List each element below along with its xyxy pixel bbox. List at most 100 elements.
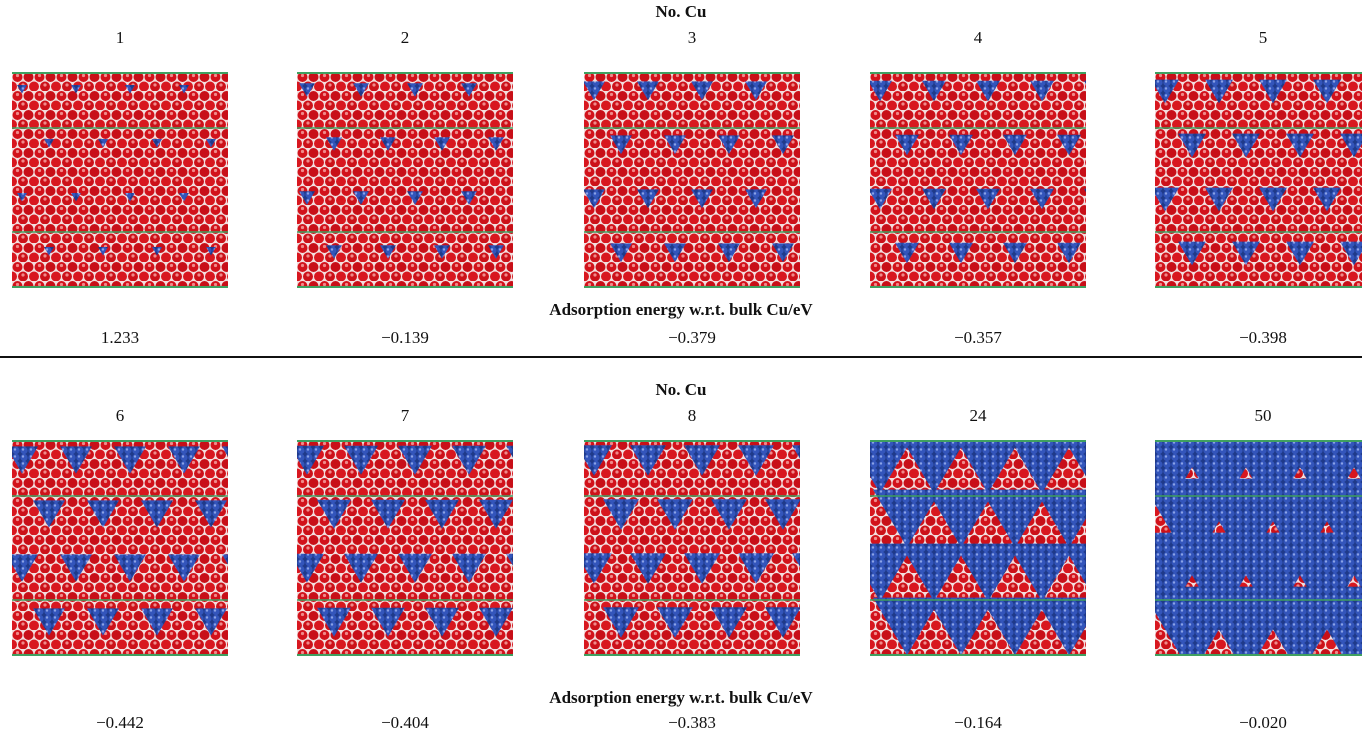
cu-cluster: [1286, 241, 1314, 266]
cu-cluster: [981, 489, 1049, 548]
structure-image: [297, 440, 513, 656]
atom-lattice: [870, 72, 1086, 288]
adsorption-energy: −0.357: [954, 328, 1002, 347]
cu-cluster: [33, 608, 65, 636]
cu-cluster: [718, 135, 740, 155]
cu-cluster: [60, 554, 92, 582]
cu-cluster: [870, 543, 914, 602]
adsorption-energy: −0.164: [954, 713, 1002, 732]
cu-cluster: [976, 80, 1000, 102]
cu-cluster: [1259, 187, 1287, 212]
cu-cluster: [452, 553, 486, 583]
cu-cluster: [1313, 187, 1341, 212]
cu-count: 5: [1258, 28, 1268, 47]
cu-cluster: [17, 85, 27, 94]
cu-cluster: [1232, 133, 1260, 158]
cu-cluster: [152, 139, 162, 148]
cu-count: 7: [400, 406, 410, 425]
cu-cluster: [299, 191, 315, 205]
structure-image: [870, 72, 1086, 288]
cu-cluster: [922, 80, 946, 102]
cu-cluster: [691, 81, 713, 101]
cu-cluster: [12, 446, 38, 474]
cu-cluster: [71, 193, 81, 202]
cu-cluster: [380, 245, 396, 259]
divider: [0, 356, 1362, 358]
cu-cluster: [603, 607, 639, 638]
cu-cluster: [168, 446, 200, 474]
cu-cluster: [297, 445, 324, 475]
cu-cluster: [745, 81, 767, 101]
column-header: No. Cu: [655, 2, 707, 21]
cu-cluster: [1313, 79, 1341, 104]
cu-cluster: [479, 607, 513, 637]
cu-cluster: [870, 440, 912, 494]
cu-cluster: [954, 543, 1022, 602]
cu-cluster: [895, 134, 919, 156]
cu-cluster: [900, 543, 968, 602]
cu-cluster: [195, 500, 227, 528]
cu-cluster: [407, 191, 423, 205]
cu-cluster: [114, 554, 146, 582]
adsorption-energy: −0.383: [668, 713, 716, 732]
energy-header: Adsorption energy w.r.t. bulk Cu/eV: [549, 688, 813, 707]
cu-cluster: [1084, 80, 1086, 85]
cu-count: 2: [400, 28, 410, 47]
cu-cluster: [684, 445, 720, 476]
cu-cluster: [1057, 242, 1081, 264]
cu-cluster: [206, 139, 216, 148]
cu-cluster: [1302, 586, 1362, 656]
cu-cluster: [434, 137, 450, 151]
adsorption-energy: 1.233: [100, 328, 140, 347]
cu-cluster: [584, 553, 612, 584]
cu-cluster: [179, 85, 189, 94]
cu-cluster: [610, 243, 632, 263]
cu-cluster: [1035, 597, 1086, 656]
cu-cluster: [407, 83, 423, 97]
cu-cluster: [603, 499, 639, 530]
structure-image: [12, 72, 228, 288]
cu-cluster: [44, 139, 54, 148]
cu-cluster: [765, 607, 800, 638]
cu-cluster: [371, 607, 405, 637]
cu-cluster: [1283, 440, 1362, 514]
cu-cluster: [630, 553, 666, 584]
energy-header: Adsorption energy w.r.t. bulk Cu/eV: [549, 300, 813, 319]
cu-count: 50: [1254, 406, 1272, 425]
cu-cluster: [353, 83, 369, 97]
cu-cluster: [1010, 440, 1074, 494]
cu-count: 6: [115, 406, 125, 425]
cu-cluster: [299, 83, 315, 97]
cu-cluster: [772, 135, 794, 155]
cu-cluster: [353, 191, 369, 205]
cu-cluster: [1229, 440, 1317, 514]
cu-cluster: [949, 242, 973, 264]
cu-count: 8: [687, 406, 697, 425]
cu-cluster: [125, 193, 135, 202]
column-header: No. Cu: [655, 380, 707, 399]
cu-cluster: [141, 500, 173, 528]
cu-cluster: [479, 499, 513, 529]
cu-cluster: [141, 608, 173, 636]
cu-cluster: [344, 445, 378, 475]
adsorption-energy: −0.442: [96, 713, 144, 732]
cu-count: 24: [969, 406, 987, 425]
cu-cluster: [488, 137, 504, 151]
cu-cluster: [738, 445, 774, 476]
cu-cluster: [60, 446, 92, 474]
cu-cluster: [1030, 188, 1054, 210]
cu-cluster: [222, 554, 228, 565]
cu-cluster: [1329, 532, 1362, 589]
cu-cluster: [425, 499, 459, 529]
cu-cluster: [718, 243, 740, 263]
cu-cluster: [1175, 440, 1263, 514]
cu-cluster: [691, 189, 713, 209]
cu-cluster: [98, 247, 108, 256]
cu-cluster: [657, 499, 693, 530]
cu-cluster: [1340, 241, 1362, 266]
cu-cluster: [870, 80, 892, 102]
cu-cluster: [461, 191, 477, 205]
cu-cluster: [1337, 440, 1362, 481]
cu-cluster: [738, 553, 774, 584]
cu-cluster: [1340, 133, 1362, 158]
